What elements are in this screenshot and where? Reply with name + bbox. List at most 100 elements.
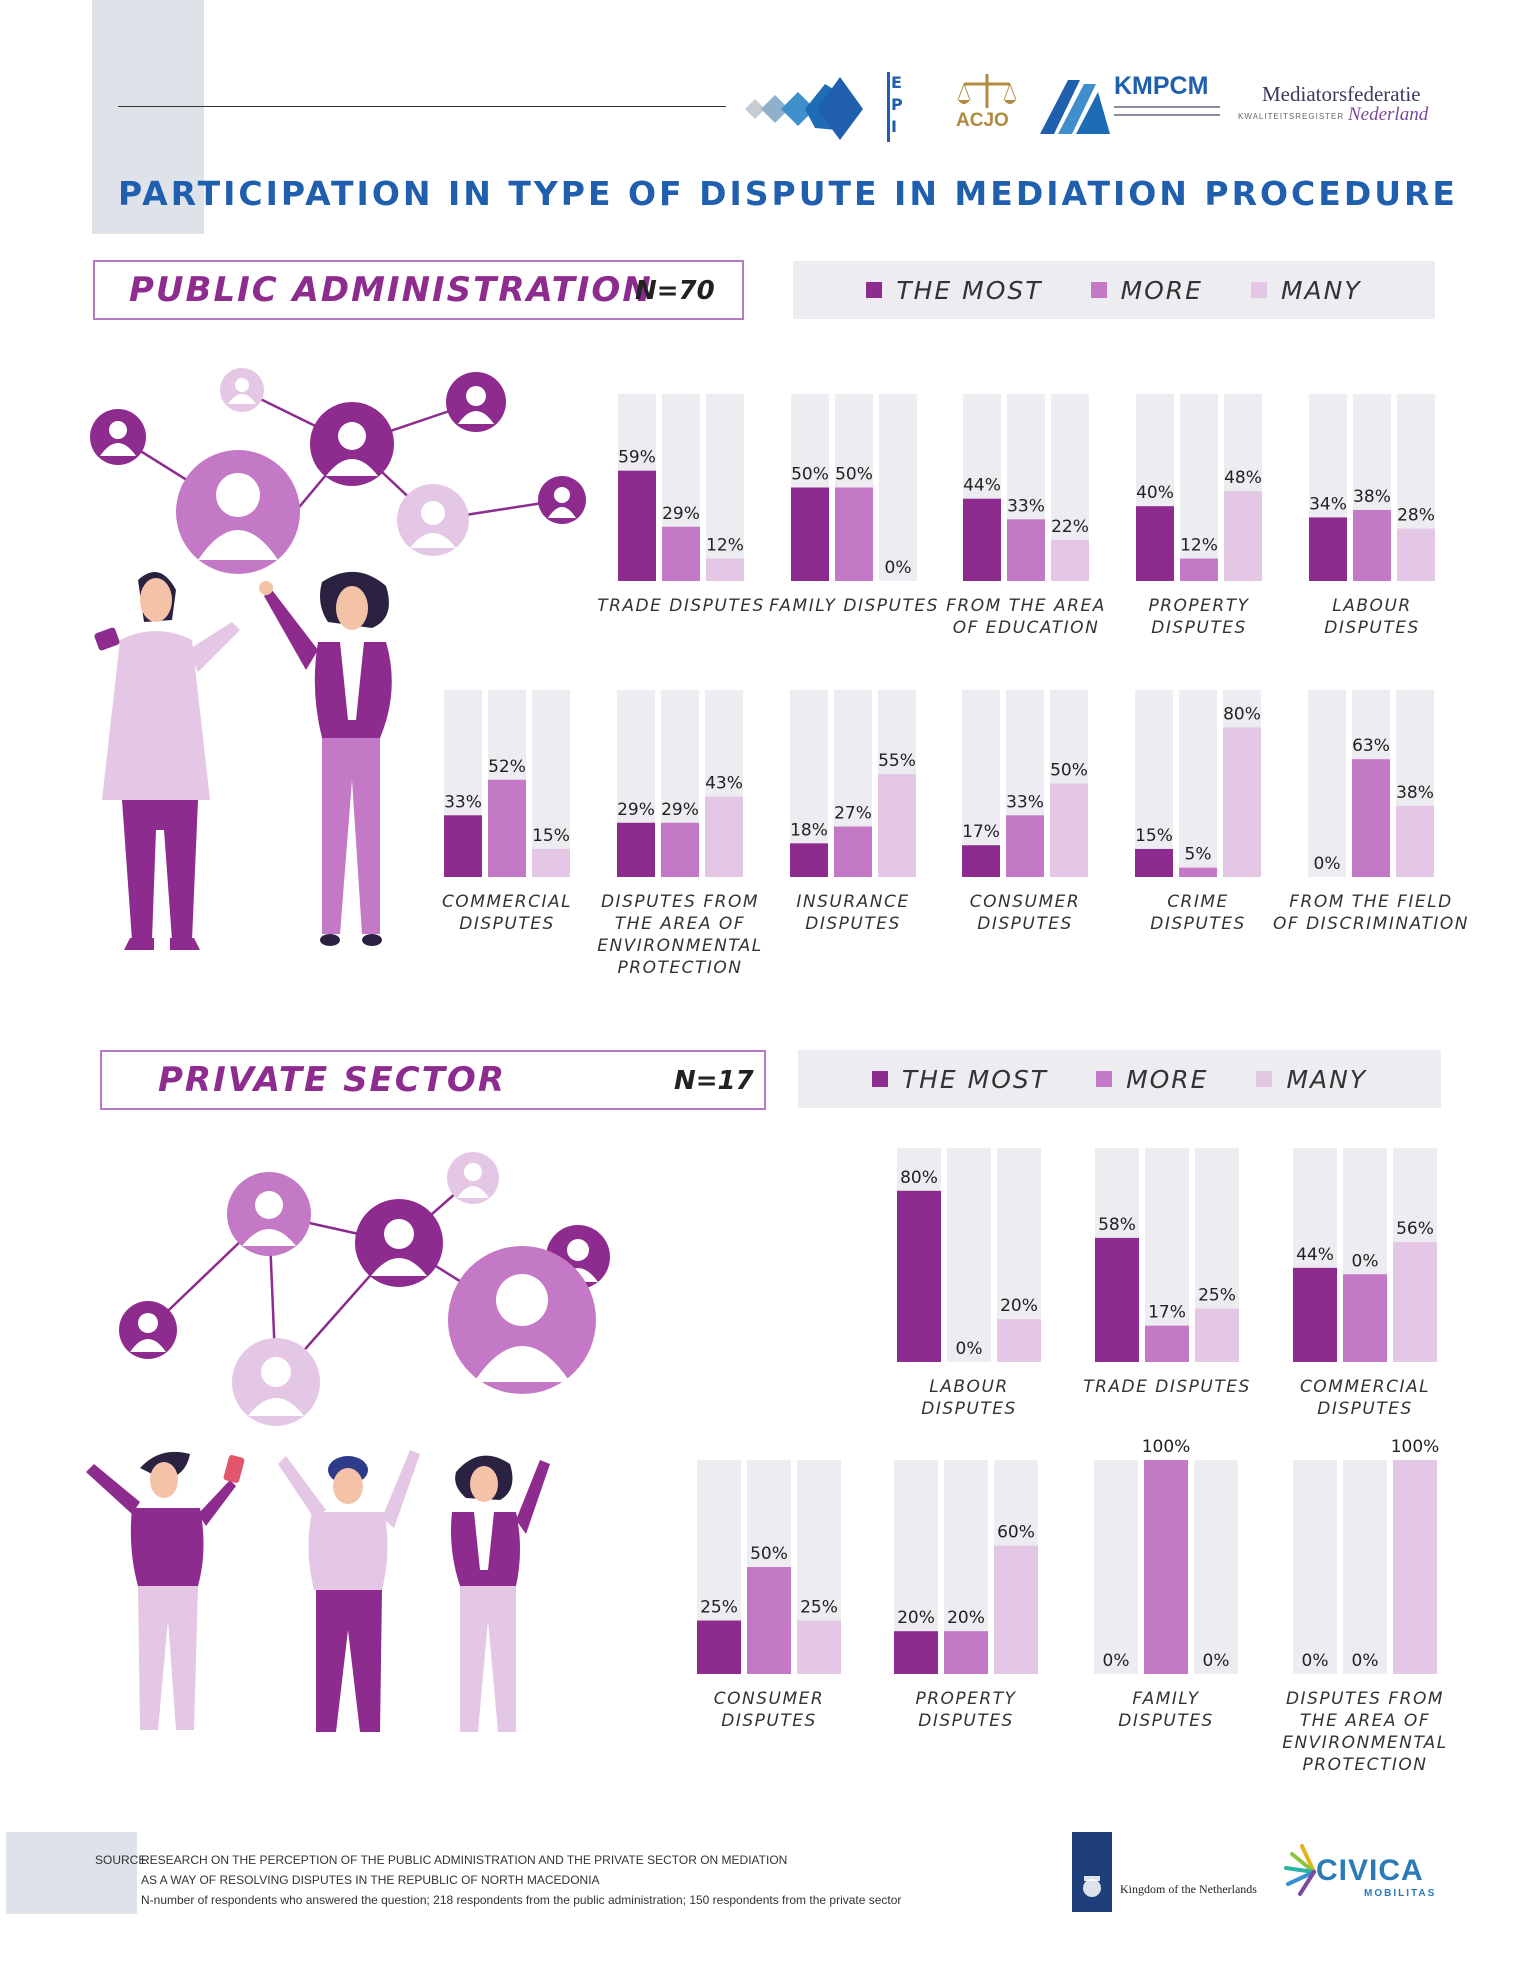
private-section-label: PRIVATE SECTOR: [158, 1060, 507, 1100]
data-label: 44%: [963, 476, 1001, 496]
bar-many: [1050, 783, 1088, 877]
data-label: 56%: [1396, 1219, 1434, 1239]
bar-more: [661, 822, 699, 877]
swatch-many-private: [1256, 1071, 1273, 1087]
bar-many: [997, 1319, 1041, 1362]
person-middle: [278, 1450, 420, 1732]
bar-more: [1144, 1460, 1188, 1674]
data-label: 0%: [956, 1339, 983, 1359]
bar-most: [897, 1190, 941, 1362]
data-label: 25%: [700, 1598, 738, 1618]
bar-track: [1135, 690, 1173, 877]
data-label: 20%: [1000, 1296, 1038, 1316]
avatar-node-p7: [448, 1246, 596, 1394]
bar-more: [1179, 867, 1217, 877]
data-label: 38%: [1353, 487, 1391, 507]
footer-grey-block: [6, 1832, 137, 1914]
data-label: 33%: [444, 792, 482, 812]
swatch-more-private: [1096, 1071, 1113, 1087]
bar-many: [1051, 539, 1089, 581]
data-label: 52%: [488, 757, 526, 777]
public-chart-title: DISPUTES FROM THE AREA OF ENVIRONMENTAL …: [597, 892, 763, 978]
private-chart-0: 80% 0% 20%: [897, 1148, 1041, 1362]
data-label: 100%: [1391, 1437, 1440, 1457]
data-label: 18%: [790, 820, 828, 840]
data-label: 0%: [1352, 1251, 1379, 1271]
data-label: 25%: [800, 1598, 838, 1618]
data-label: 43%: [705, 774, 743, 794]
swatch-most-private: [871, 1071, 888, 1087]
bar-most: [791, 487, 829, 581]
data-label: 48%: [1224, 468, 1262, 488]
header-grey-block: [92, 0, 204, 234]
avatar-node-7: [538, 476, 586, 524]
logo-acjo: ACJO: [952, 68, 1022, 140]
data-label: 5%: [1185, 845, 1212, 865]
bar-many: [1223, 727, 1261, 877]
bar-most: [697, 1620, 741, 1674]
mediators-small: KWALITEITSREGISTER: [1238, 112, 1345, 121]
epi-mark-icon: [745, 72, 890, 142]
public-chart-6: 29% 29% 43%: [617, 690, 743, 877]
private-chart-title: LABOUR DISPUTES: [921, 1377, 1017, 1419]
bar-more: [488, 779, 526, 877]
bar-most: [617, 822, 655, 877]
public-chart-title: CONSUMER DISPUTES: [969, 892, 1081, 934]
bar-more: [1145, 1325, 1189, 1362]
data-label: 25%: [1198, 1286, 1236, 1306]
bar-most: [1136, 506, 1174, 581]
bar-many: [797, 1620, 841, 1674]
data-label: 0%: [1203, 1651, 1230, 1671]
bar-more: [747, 1567, 791, 1674]
legend-item-most: THE MOST: [866, 276, 1042, 305]
swatch-more: [1090, 282, 1107, 298]
data-label: 0%: [1314, 854, 1341, 874]
scales-icon: [957, 74, 1017, 108]
mediators-line2: Nederland: [1348, 104, 1429, 125]
bar-track: [1180, 394, 1218, 581]
bar-track: [1094, 1460, 1138, 1674]
bar-many: [1224, 491, 1262, 581]
private-section-box: PRIVATE SECTOR N=17: [100, 1050, 766, 1110]
data-label: 29%: [662, 504, 700, 524]
bar-track: [1194, 1460, 1238, 1674]
public-chart-title: TRADE DISPUTES: [597, 596, 765, 616]
kingdom-crest-icon: [1072, 1832, 1112, 1912]
private-chart-2: 44% 0% 56%: [1293, 1148, 1437, 1362]
avatar-node-p1: [119, 1301, 177, 1359]
page-title: PARTICIPATION IN TYPE OF DISPUTE IN MEDI…: [118, 174, 1458, 213]
acjo-text: ACJO: [956, 110, 1009, 131]
data-label: 80%: [900, 1168, 938, 1188]
bar-more: [662, 526, 700, 581]
public-chart-title: FROM THE AREA OF EDUCATION: [946, 596, 1106, 638]
source-label: SOURCE:: [95, 1853, 150, 1867]
bar-track: [1179, 690, 1217, 877]
public-chart-3: 40% 12% 48%: [1136, 394, 1262, 581]
source-line-3: N-number of respondents who answered the…: [141, 1893, 902, 1907]
public-chart-7: 18% 27% 55%: [790, 690, 916, 877]
data-label: 50%: [750, 1544, 788, 1564]
person-right: [451, 1455, 550, 1732]
private-network-illustration: [86, 1152, 610, 1732]
public-chart-1: 50% 50% 0%: [791, 394, 917, 581]
data-label: 55%: [878, 751, 916, 771]
data-label: 12%: [706, 536, 744, 556]
data-label: 28%: [1397, 506, 1435, 526]
public-chart-10: 0% 63% 38%: [1308, 690, 1434, 877]
public-chart-5: 33% 52% 15%: [444, 690, 570, 877]
logo-epi: E P I: [745, 72, 905, 142]
logo-kmpcm: KMPCM: [1040, 72, 1250, 140]
public-chart-4: 34% 38% 28%: [1309, 394, 1435, 581]
public-chart-title: FAMILY DISPUTES: [769, 596, 939, 616]
public-chart-title: COMMERCIAL DISPUTES: [441, 892, 573, 934]
bar-more: [1343, 1274, 1387, 1362]
swatch-many: [1250, 282, 1267, 298]
bar-more: [835, 487, 873, 581]
data-label: 20%: [947, 1608, 985, 1628]
public-chart-0: 59% 29% 12%: [618, 394, 744, 581]
bar-most: [1095, 1237, 1139, 1362]
avatar-node-p4: [355, 1199, 443, 1287]
avatar-node-5: [446, 372, 506, 432]
private-chart-title: FAMILY DISPUTES: [1118, 1689, 1214, 1731]
